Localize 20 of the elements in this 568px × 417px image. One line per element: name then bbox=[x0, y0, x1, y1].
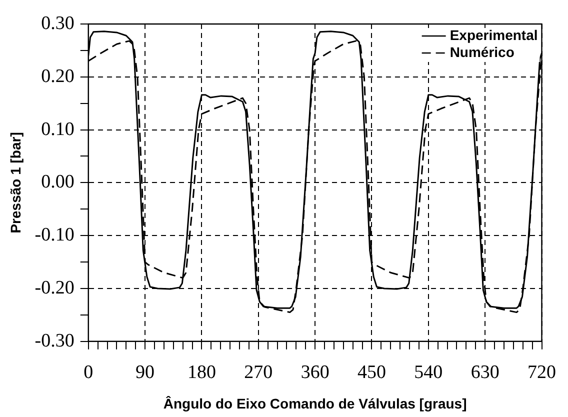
y-tick-label: -0.30 bbox=[34, 330, 74, 352]
x-tick-label: 0 bbox=[84, 362, 94, 383]
legend-label: Numérico bbox=[450, 44, 514, 60]
x-tick-label: 540 bbox=[414, 362, 443, 383]
y-tick-label: 0.30 bbox=[41, 12, 74, 34]
x-tick-label: 450 bbox=[357, 362, 386, 383]
x-tick-label: 270 bbox=[244, 362, 273, 383]
y-tick-label: -0.20 bbox=[34, 277, 74, 298]
legend-label: Experimental bbox=[450, 26, 538, 43]
y-axis-title: Pressão 1 [bar] bbox=[7, 132, 24, 234]
y-tick-label: 0.00 bbox=[41, 172, 74, 193]
y-tick-label: 0.20 bbox=[41, 66, 74, 87]
y-tick-label: 0.10 bbox=[41, 118, 74, 140]
x-tick-label: 90 bbox=[136, 362, 155, 383]
x-tick-label: 180 bbox=[187, 362, 216, 383]
y-tick-label: -0.10 bbox=[34, 224, 74, 246]
x-tick-label: 630 bbox=[470, 362, 500, 383]
x-axis-title: Ângulo do Eixo Comando de Válvulas [graus] bbox=[163, 395, 467, 412]
x-tick-label: 360 bbox=[300, 362, 330, 383]
x-tick-label: 720 bbox=[528, 362, 556, 383]
